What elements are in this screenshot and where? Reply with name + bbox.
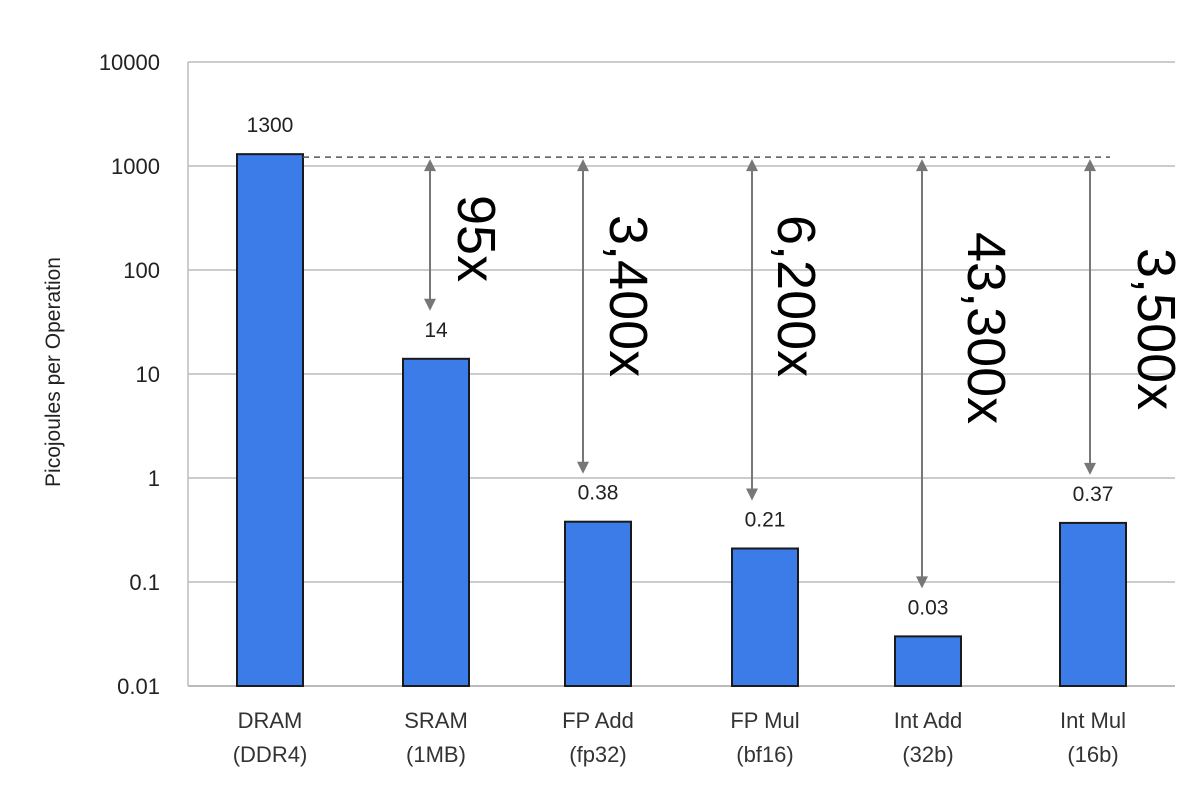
y-tick-label: 10 — [136, 362, 160, 387]
bar-value-label: 0.21 — [745, 508, 786, 531]
bar — [402, 357, 470, 687]
category-label: (16b) — [1067, 742, 1118, 767]
category-label: DRAM — [238, 708, 303, 733]
ratio-arrowhead-down — [577, 461, 589, 474]
bar — [236, 153, 304, 687]
bar-value-label: 0.37 — [1073, 483, 1114, 506]
y-tick-label: 0.01 — [117, 674, 160, 699]
ratio-arrowhead-down — [1084, 462, 1096, 475]
category-label: SRAM — [404, 708, 468, 733]
ratio-label: 43,300x — [956, 232, 1016, 424]
ratio-arrowhead-up — [916, 159, 928, 172]
x-axis-labels: DRAM (DDR4) SRAM (1MB) FP Add (fp32) FP Mul (bf… — [233, 708, 1126, 767]
category-label: FP Add — [562, 708, 634, 733]
category-label: (bf16) — [736, 742, 793, 767]
ratio-arrowhead-up — [577, 159, 589, 172]
ratio-label: 3,500x — [1126, 248, 1186, 410]
y-tick-label: 10000 — [99, 50, 160, 75]
ratio-arrowhead-down — [424, 298, 436, 311]
ratio-label: 6,200x — [766, 215, 826, 377]
category-label: FP Mul — [730, 708, 799, 733]
bar-value-label: 0.03 — [908, 596, 949, 619]
ratio-arrows: 95x 3,400x 6,200x 43,300x 3,500x — [424, 159, 1186, 589]
bar-value-label: 0.38 — [578, 482, 619, 505]
ratio-label: 3,400x — [598, 215, 658, 377]
y-tick-label: 100 — [123, 258, 160, 283]
bar — [894, 635, 962, 688]
ratio-arrowhead-up — [424, 159, 436, 172]
ratio-arrowhead-down — [916, 576, 928, 589]
category-label: (fp32) — [569, 742, 626, 767]
bar — [1059, 521, 1127, 688]
category-label: Int Mul — [1060, 708, 1126, 733]
category-label: (32b) — [902, 742, 953, 767]
ratio-arrowhead-up — [746, 159, 758, 172]
category-label: (DDR4) — [233, 742, 308, 767]
gridlines — [187, 61, 1175, 687]
bar-value-label: 14 — [424, 319, 448, 342]
bar — [731, 547, 799, 687]
bars — [236, 153, 1127, 688]
category-label: (1MB) — [406, 742, 466, 767]
category-label: Int Add — [894, 708, 963, 733]
y-tick-label: 1 — [148, 466, 160, 491]
y-axis-label: Picojoules per Operation — [42, 257, 65, 487]
y-axis-ticks: 10000 1000 100 10 1 0.1 0.01 — [99, 50, 160, 699]
ratio-arrowhead-up — [1084, 159, 1096, 172]
y-tick-label: 1000 — [111, 154, 160, 179]
y-tick-label: 0.1 — [129, 570, 160, 595]
ratio-arrowhead-down — [746, 488, 758, 501]
bar — [564, 520, 632, 688]
ratio-label: 95x — [446, 195, 506, 282]
value-labels: 1300 14 0.38 0.21 0.03 0.37 — [247, 114, 1114, 619]
bar-value-label: 1300 — [247, 114, 294, 137]
